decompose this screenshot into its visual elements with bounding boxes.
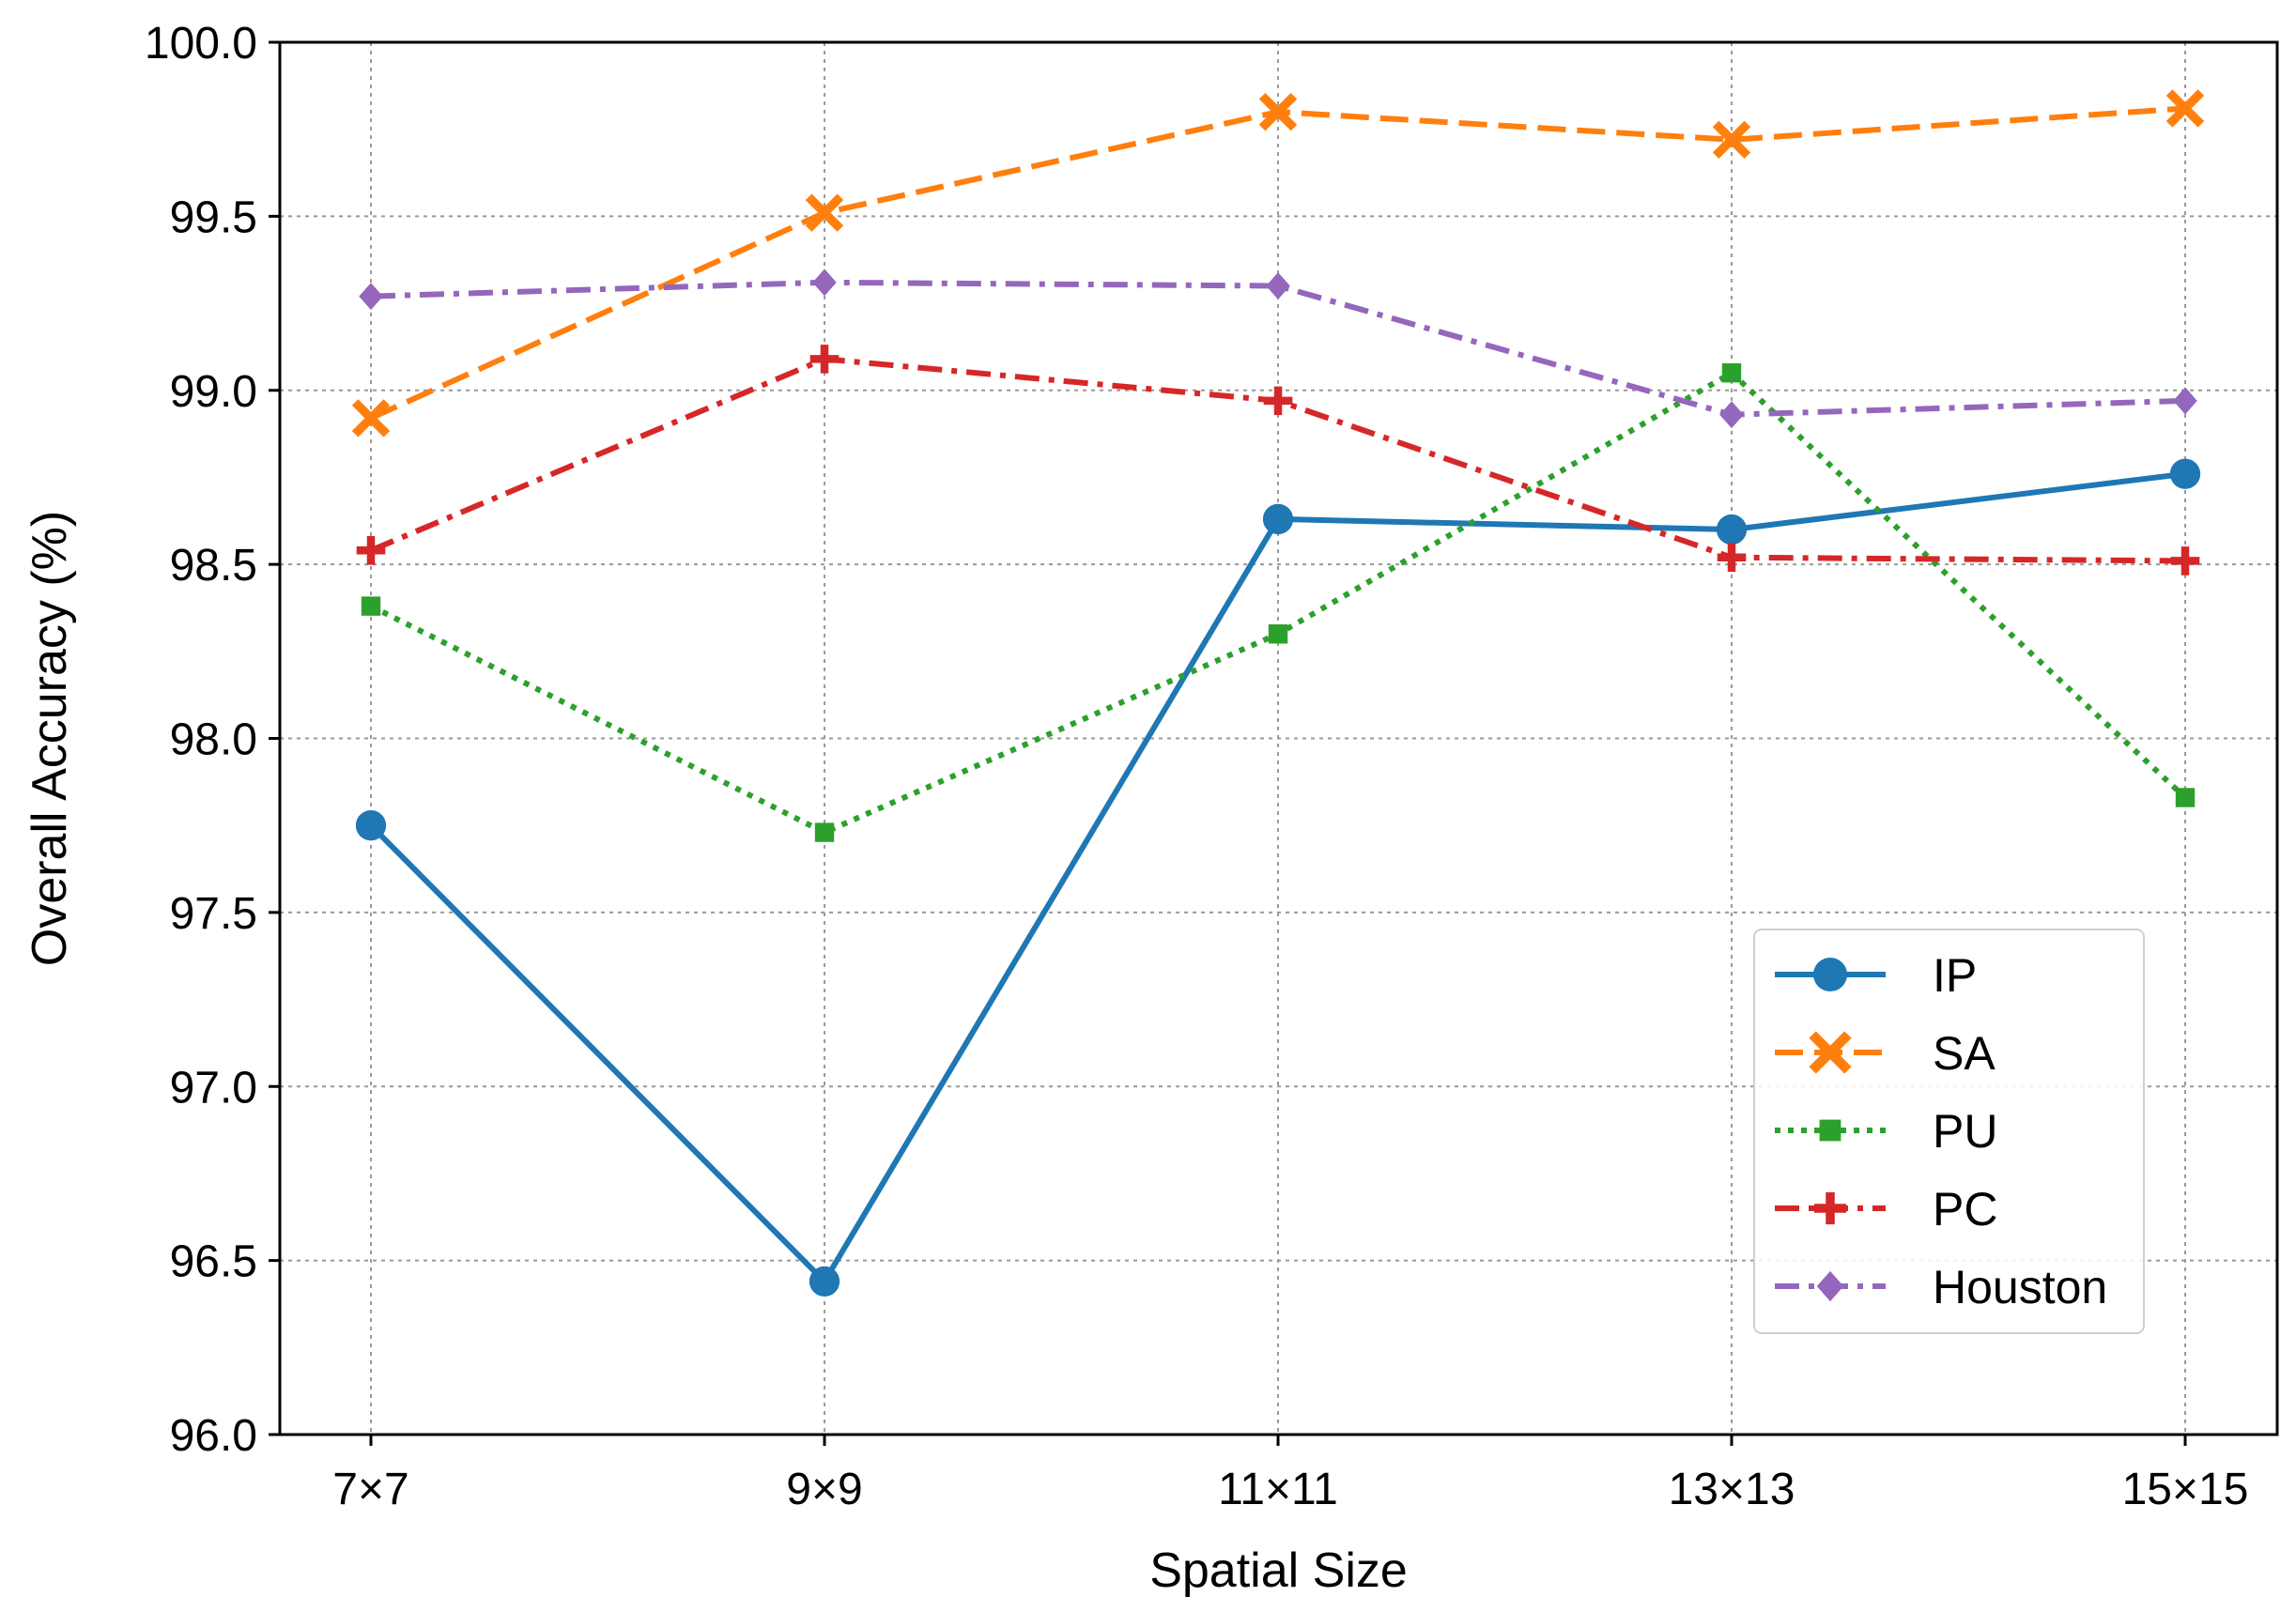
x-tick-label: 7×7	[332, 1465, 408, 1514]
point-pc-2	[1263, 386, 1293, 416]
point-houston-0	[359, 283, 383, 311]
point-pu-4	[2175, 788, 2196, 807]
y-tick-label: 99.0	[170, 367, 257, 417]
legend-marker	[1819, 1119, 1841, 1142]
y-axis-label: Overall Accuracy (%)	[23, 511, 77, 966]
x-axis-label: Spatial Size	[1149, 1543, 1408, 1598]
series-sa	[351, 89, 2205, 438]
series-houston	[359, 269, 2197, 429]
y-tick-label: 98.0	[170, 715, 257, 765]
point-pu-2	[1268, 624, 1288, 644]
point-ip-4	[2169, 458, 2201, 489]
y-tick-label: 98.5	[170, 541, 257, 591]
legend-marker	[1812, 957, 1848, 992]
point-pc-4	[2170, 546, 2200, 576]
point-sa-3	[1712, 120, 1751, 160]
point-sa-1	[805, 193, 844, 232]
legend-label-pc: PC	[1933, 1183, 1997, 1236]
legend-label-houston: Houston	[1933, 1261, 2107, 1313]
point-sa-2	[1258, 92, 1298, 131]
series-line-houston	[370, 279, 2186, 418]
legend-label-sa: SA	[1933, 1027, 1996, 1080]
series-layer	[351, 89, 2205, 1297]
point-sa-0	[351, 399, 391, 438]
point-houston-1	[812, 269, 837, 297]
legend-label-pu: PU	[1933, 1105, 1997, 1158]
point-ip-0	[355, 810, 387, 841]
point-pu-1	[814, 822, 835, 842]
y-tick-label: 100.0	[145, 19, 257, 69]
y-tick-label: 96.0	[170, 1411, 257, 1461]
x-tick-label: 15×15	[2122, 1465, 2249, 1514]
point-pc-0	[356, 535, 386, 565]
point-pu-0	[361, 596, 381, 616]
point-ip-2	[1262, 503, 1294, 535]
point-ip-1	[809, 1266, 840, 1297]
series-pu	[361, 363, 2196, 842]
point-pc-3	[1717, 543, 1747, 573]
legend-label-ip: IP	[1933, 949, 1977, 1002]
point-ip-3	[1716, 514, 1748, 545]
x-tick-label: 9×9	[786, 1465, 862, 1514]
point-pc-1	[809, 345, 840, 374]
legend-item-pc: PC	[1775, 1183, 1997, 1236]
y-tick-label: 99.5	[170, 192, 257, 242]
legend-marker	[1816, 1270, 1844, 1302]
point-houston-2	[1266, 272, 1290, 299]
legend-marker	[1809, 1031, 1852, 1074]
y-tick-label: 97.0	[170, 1063, 257, 1113]
x-axis-ticks: 7×7 9×9 11×11 13×13 15×15	[332, 1435, 2248, 1514]
y-tick-label: 97.5	[170, 889, 257, 939]
x-tick-label: 13×13	[1669, 1465, 1795, 1514]
series-ip	[355, 458, 2201, 1297]
point-houston-3	[1719, 401, 1744, 429]
y-axis-ticks: 96.0 96.5 97.0 97.5 98.0 98.5 99.0 99.5 100.0	[145, 19, 280, 1461]
legend-marker	[1813, 1191, 1847, 1225]
y-tick-label: 96.5	[170, 1237, 257, 1287]
legend-item-sa: SA	[1775, 1027, 1996, 1080]
legend-item-houston: Houston	[1775, 1261, 2107, 1313]
series-pc	[356, 345, 2200, 576]
point-houston-4	[2173, 387, 2197, 415]
x-tick-label: 11×11	[1218, 1465, 1338, 1514]
legend-box	[1753, 929, 2145, 1334]
legend-item-ip: IP	[1775, 949, 1977, 1002]
point-sa-4	[2165, 89, 2205, 128]
point-pu-3	[1721, 363, 1742, 383]
legend: IP SA PU PC Houston	[1753, 929, 2145, 1334]
legend-item-pu: PU	[1775, 1105, 1997, 1158]
